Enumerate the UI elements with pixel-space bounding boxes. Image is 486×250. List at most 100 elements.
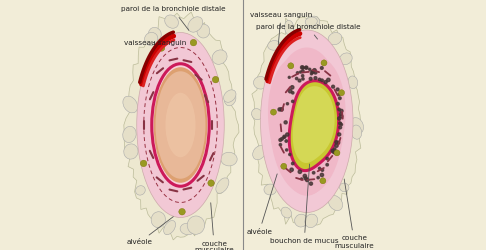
Circle shape	[318, 167, 321, 170]
Circle shape	[285, 140, 288, 142]
Circle shape	[286, 149, 288, 151]
Circle shape	[280, 138, 283, 140]
Circle shape	[340, 115, 343, 118]
Circle shape	[305, 66, 308, 69]
Circle shape	[288, 63, 294, 69]
Circle shape	[140, 160, 147, 167]
Ellipse shape	[329, 196, 343, 210]
Circle shape	[318, 78, 321, 81]
Circle shape	[310, 182, 312, 185]
Ellipse shape	[164, 220, 175, 235]
Circle shape	[179, 208, 185, 215]
Circle shape	[305, 66, 308, 69]
Ellipse shape	[340, 183, 349, 192]
Ellipse shape	[285, 20, 294, 35]
Circle shape	[337, 141, 340, 144]
Ellipse shape	[123, 126, 136, 142]
Ellipse shape	[253, 146, 266, 160]
Circle shape	[339, 126, 342, 129]
Circle shape	[320, 173, 324, 176]
Circle shape	[338, 133, 341, 136]
Polygon shape	[124, 12, 239, 240]
Circle shape	[334, 150, 340, 156]
Ellipse shape	[151, 212, 165, 228]
Text: paroi de la bronchiole distale: paroi de la bronchiole distale	[256, 24, 360, 39]
Circle shape	[301, 178, 303, 180]
Circle shape	[326, 157, 329, 160]
Text: bouchon de mucus: bouchon de mucus	[270, 164, 339, 244]
Ellipse shape	[197, 24, 210, 38]
Circle shape	[301, 70, 304, 72]
Ellipse shape	[188, 17, 203, 32]
Circle shape	[291, 86, 294, 89]
Ellipse shape	[165, 15, 178, 28]
Circle shape	[327, 78, 330, 82]
Circle shape	[333, 150, 336, 154]
Ellipse shape	[305, 214, 318, 228]
Circle shape	[304, 177, 307, 180]
Circle shape	[335, 144, 338, 147]
Circle shape	[295, 77, 298, 80]
Ellipse shape	[166, 93, 195, 157]
Text: vaisseau sanguin: vaisseau sanguin	[250, 12, 312, 45]
Circle shape	[284, 121, 287, 124]
Circle shape	[312, 172, 315, 174]
Circle shape	[311, 70, 313, 72]
Ellipse shape	[328, 32, 342, 45]
Ellipse shape	[225, 92, 236, 106]
Circle shape	[302, 78, 304, 80]
Circle shape	[321, 60, 327, 66]
Circle shape	[296, 72, 299, 74]
Ellipse shape	[123, 96, 138, 113]
Circle shape	[283, 135, 286, 138]
Circle shape	[286, 133, 289, 136]
Ellipse shape	[268, 40, 280, 50]
Circle shape	[298, 79, 301, 82]
Circle shape	[212, 76, 219, 83]
Circle shape	[280, 108, 283, 111]
Ellipse shape	[270, 48, 344, 195]
Circle shape	[333, 150, 336, 154]
Ellipse shape	[144, 32, 158, 46]
Ellipse shape	[308, 16, 320, 28]
Circle shape	[314, 76, 317, 80]
Text: couche
musculaire: couche musculaire	[194, 203, 234, 250]
Circle shape	[324, 80, 327, 84]
Ellipse shape	[187, 216, 205, 234]
Ellipse shape	[180, 223, 195, 235]
Ellipse shape	[260, 30, 353, 212]
Circle shape	[301, 74, 304, 77]
Ellipse shape	[136, 186, 145, 195]
Ellipse shape	[216, 178, 229, 193]
Circle shape	[208, 180, 214, 186]
Ellipse shape	[152, 64, 209, 186]
Polygon shape	[252, 16, 363, 225]
Circle shape	[338, 117, 341, 120]
Ellipse shape	[348, 76, 358, 89]
Ellipse shape	[295, 214, 308, 227]
Polygon shape	[268, 54, 346, 196]
Ellipse shape	[305, 17, 317, 26]
Circle shape	[339, 122, 341, 124]
Ellipse shape	[281, 207, 292, 218]
Circle shape	[292, 92, 294, 94]
Circle shape	[331, 149, 334, 152]
Circle shape	[288, 90, 292, 93]
Circle shape	[190, 40, 197, 46]
Ellipse shape	[264, 184, 277, 195]
Circle shape	[303, 174, 307, 178]
Text: vaisseau sanguin: vaisseau sanguin	[123, 40, 186, 46]
Circle shape	[306, 178, 309, 182]
Circle shape	[271, 109, 277, 115]
Ellipse shape	[254, 76, 268, 89]
Circle shape	[331, 85, 334, 88]
Ellipse shape	[339, 53, 352, 65]
Circle shape	[289, 154, 291, 156]
Circle shape	[341, 124, 343, 126]
Circle shape	[339, 113, 342, 116]
Ellipse shape	[149, 28, 161, 41]
Circle shape	[340, 109, 343, 112]
Circle shape	[300, 66, 304, 69]
Circle shape	[312, 71, 314, 74]
Ellipse shape	[137, 32, 224, 218]
